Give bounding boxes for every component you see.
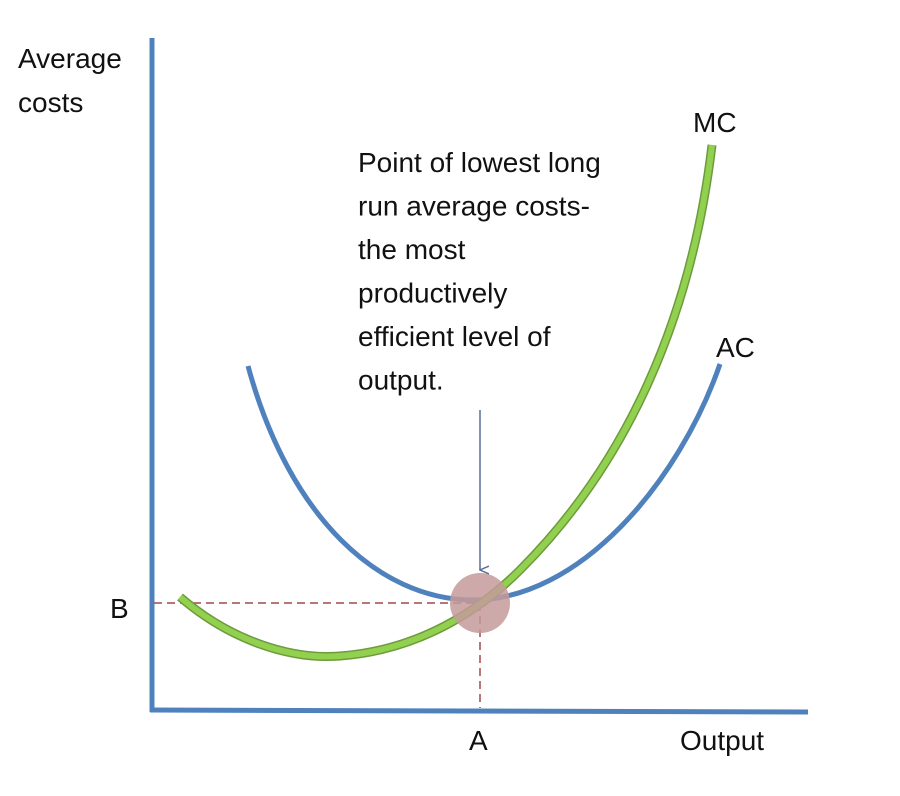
annotation-line: efficient level of <box>358 321 551 352</box>
minimum-point <box>450 573 510 633</box>
annotation: Point of lowest long run average costs-th… <box>358 147 601 396</box>
y-axis-label: costs <box>18 87 83 118</box>
annotation-line: run average costs- <box>358 191 590 222</box>
annotation-line: Point of lowest long <box>358 147 601 178</box>
x-axis-label: Output <box>680 725 764 756</box>
point-label: A <box>469 725 488 756</box>
annotation-line: output. <box>358 365 444 396</box>
curve-label: MC <box>693 107 737 138</box>
annotation-line: productively <box>358 278 507 309</box>
ac-curve <box>245 363 723 603</box>
curve-label: AC <box>716 332 755 363</box>
y-axis-label: Average <box>18 43 122 74</box>
x-axis <box>149 707 809 715</box>
annotation-line: the most <box>358 234 466 265</box>
point-label: B <box>110 593 129 624</box>
